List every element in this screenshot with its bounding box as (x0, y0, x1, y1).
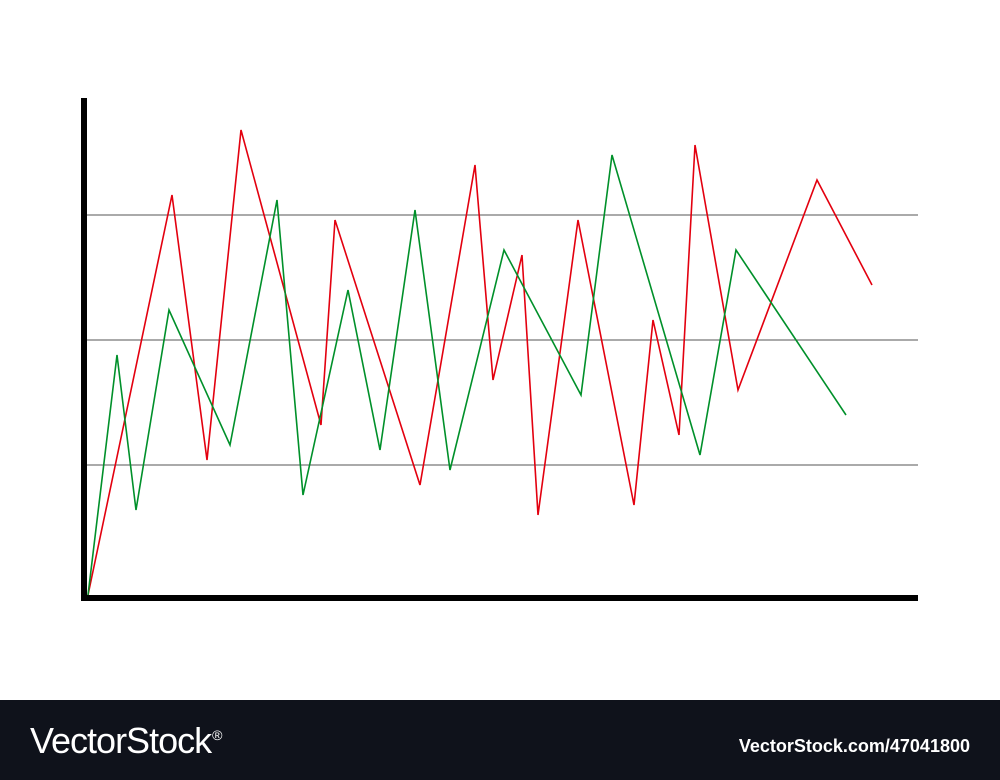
series-line-2 (87, 154, 847, 596)
watermark-footer: VectorStock® VectorStock.com/47041800 (0, 700, 1000, 780)
brand-name: VectorStock (30, 720, 212, 761)
registered-mark: ® (212, 727, 222, 743)
image-id: VectorStock.com/47041800 (738, 736, 970, 756)
series-line-1 (87, 129, 873, 596)
series-lines (87, 129, 873, 596)
line-chart (81, 98, 918, 601)
brand-logo: VectorStock® (30, 720, 222, 762)
